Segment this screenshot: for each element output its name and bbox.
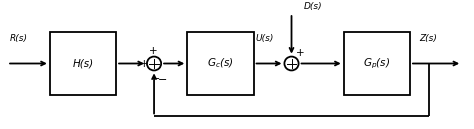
Text: R(s): R(s) (9, 34, 27, 43)
Text: +: + (140, 58, 148, 68)
Bar (344, 32, 410, 95)
Text: $G_c$(s): $G_c$(s) (207, 57, 234, 70)
Text: Z(s): Z(s) (419, 34, 438, 43)
Text: H(s): H(s) (73, 58, 93, 68)
Bar (50, 32, 116, 95)
Ellipse shape (147, 57, 161, 70)
Text: +: + (149, 46, 158, 55)
Ellipse shape (284, 57, 299, 70)
Text: −: − (158, 75, 167, 85)
Text: D(s): D(s) (303, 2, 322, 11)
Text: +: + (296, 48, 305, 58)
Text: U(s): U(s) (256, 34, 274, 43)
Bar (187, 32, 254, 95)
Text: −: − (151, 74, 160, 84)
Text: $G_p$(s): $G_p$(s) (363, 56, 391, 71)
